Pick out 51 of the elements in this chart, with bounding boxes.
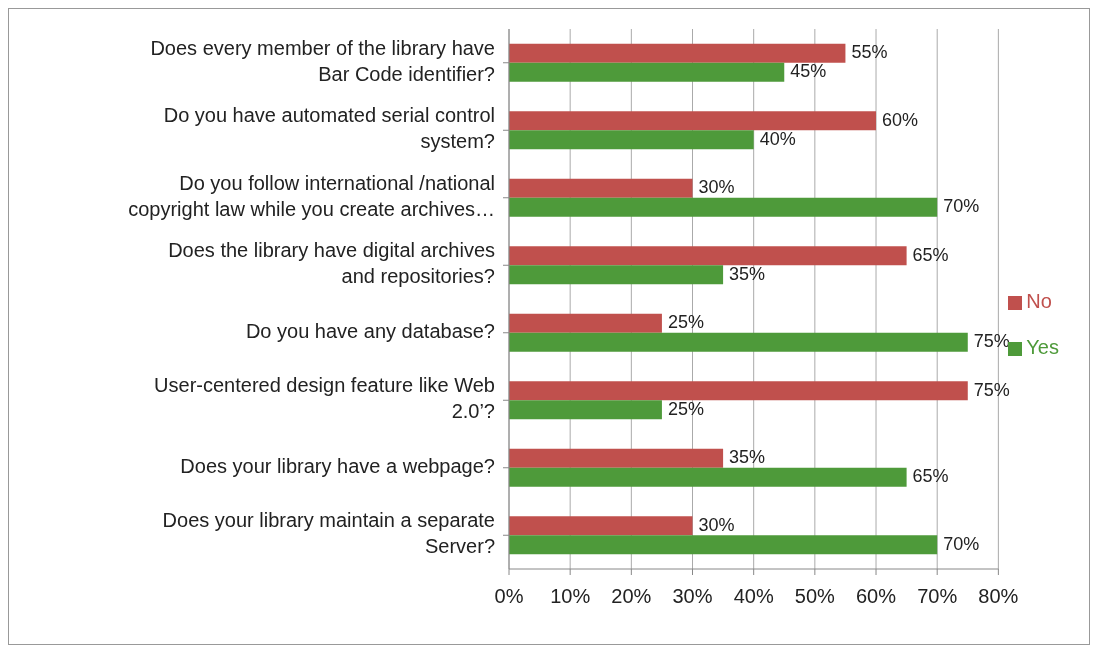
x-tick-label: 40% <box>733 585 774 608</box>
data-label: 65% <box>912 466 949 487</box>
x-tick-label: 0% <box>494 585 524 608</box>
bar <box>509 197 938 217</box>
bar <box>509 467 907 487</box>
y-tick-label: Do you have automated serial control system? <box>163 104 495 153</box>
y-tick-label: Does your library have a webpage? <box>180 455 495 478</box>
y-tick-label: Does the library have digital archives and repositories? <box>168 239 495 288</box>
y-tick-label: Does every member of the library have Bar Code identifier? <box>150 37 495 86</box>
data-label: 25% <box>667 398 704 419</box>
bar <box>509 400 662 420</box>
data-label: 45% <box>790 61 827 82</box>
bar <box>509 516 693 536</box>
bar <box>509 313 662 333</box>
x-tick-label: 70% <box>917 585 958 608</box>
data-label: 30% <box>698 514 735 535</box>
data-label: 25% <box>667 312 704 333</box>
y-tick-label: Do you follow international /national copyright law while you create archives… <box>128 172 495 221</box>
bar <box>509 332 968 352</box>
data-label: 60% <box>882 109 919 130</box>
data-label: 35% <box>729 447 766 468</box>
data-label: 35% <box>729 263 766 284</box>
x-tick-label: 30% <box>672 585 713 608</box>
legend-label: No <box>1026 290 1052 312</box>
y-tick-label: Does your library maintain a separate Server? <box>162 509 495 558</box>
bar <box>509 381 968 401</box>
data-label: 65% <box>912 244 949 265</box>
bar <box>509 43 846 63</box>
data-label: 70% <box>943 196 980 217</box>
x-tick-label: 80% <box>978 585 1019 608</box>
data-label: 55% <box>851 42 888 63</box>
x-tick-label: 50% <box>794 585 836 608</box>
bar <box>509 448 724 468</box>
data-label: 75% <box>973 379 1010 400</box>
bar <box>509 62 785 82</box>
x-tick-label: 10% <box>550 585 591 608</box>
bar <box>509 130 754 150</box>
bar <box>509 265 724 285</box>
data-label: 30% <box>698 177 735 198</box>
bar <box>509 246 907 266</box>
x-tick-label: 60% <box>856 585 897 608</box>
data-label: 70% <box>943 533 980 554</box>
x-tick-label: 20% <box>611 585 652 608</box>
legend-label: Yes <box>1026 336 1059 358</box>
bar <box>509 111 877 131</box>
y-tick-label: Do you have any database? <box>245 320 495 343</box>
data-label: 40% <box>759 128 796 149</box>
bar <box>509 178 693 198</box>
y-tick-label: User-centered design feature like Web 2.0’? <box>154 374 495 423</box>
data-label: 75% <box>973 331 1010 352</box>
bar <box>509 535 938 555</box>
